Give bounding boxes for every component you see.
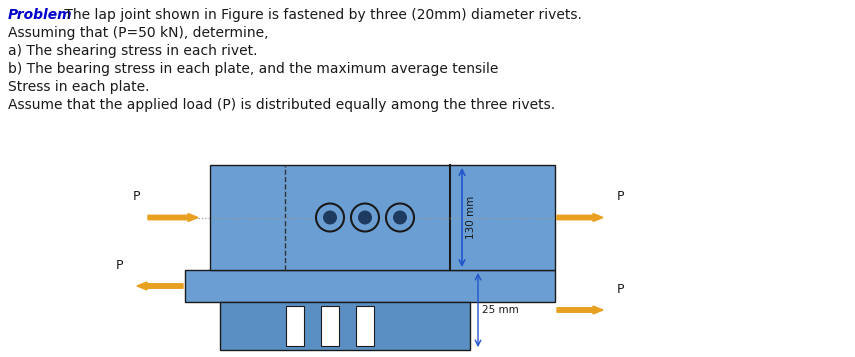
Text: P: P <box>617 283 624 296</box>
Circle shape <box>393 211 407 225</box>
Bar <box>220 302 470 350</box>
Text: P: P <box>133 191 140 203</box>
FancyArrow shape <box>557 213 603 221</box>
Text: a) The shearing stress in each rivet.: a) The shearing stress in each rivet. <box>8 44 257 58</box>
Text: Assume that the applied load (P) is distributed equally among the three rivets.: Assume that the applied load (P) is dist… <box>8 98 555 112</box>
Bar <box>356 306 374 346</box>
Bar <box>321 306 339 346</box>
FancyArrow shape <box>557 306 603 314</box>
Circle shape <box>386 203 414 231</box>
Text: P: P <box>115 259 123 272</box>
FancyArrow shape <box>137 282 183 290</box>
Text: b) The bearing stress in each plate, and the maximum average tensile: b) The bearing stress in each plate, and… <box>8 62 498 76</box>
Text: 25 mm: 25 mm <box>482 305 519 315</box>
Circle shape <box>358 211 372 225</box>
Text: Problem: Problem <box>8 8 73 22</box>
Text: P: P <box>617 191 624 203</box>
Text: Stress in each plate.: Stress in each plate. <box>8 80 150 94</box>
Circle shape <box>323 211 337 225</box>
Bar <box>210 165 555 270</box>
Circle shape <box>316 203 344 231</box>
Bar <box>185 270 555 302</box>
Text: 130 mm: 130 mm <box>466 196 476 239</box>
Bar <box>286 306 304 346</box>
Text: Assuming that (P=50 kN), determine,: Assuming that (P=50 kN), determine, <box>8 26 268 40</box>
Text: The lap joint shown in Figure is fastened by three (20mm) diameter rivets.: The lap joint shown in Figure is fastene… <box>60 8 582 22</box>
Circle shape <box>351 203 379 231</box>
FancyArrow shape <box>148 213 198 221</box>
